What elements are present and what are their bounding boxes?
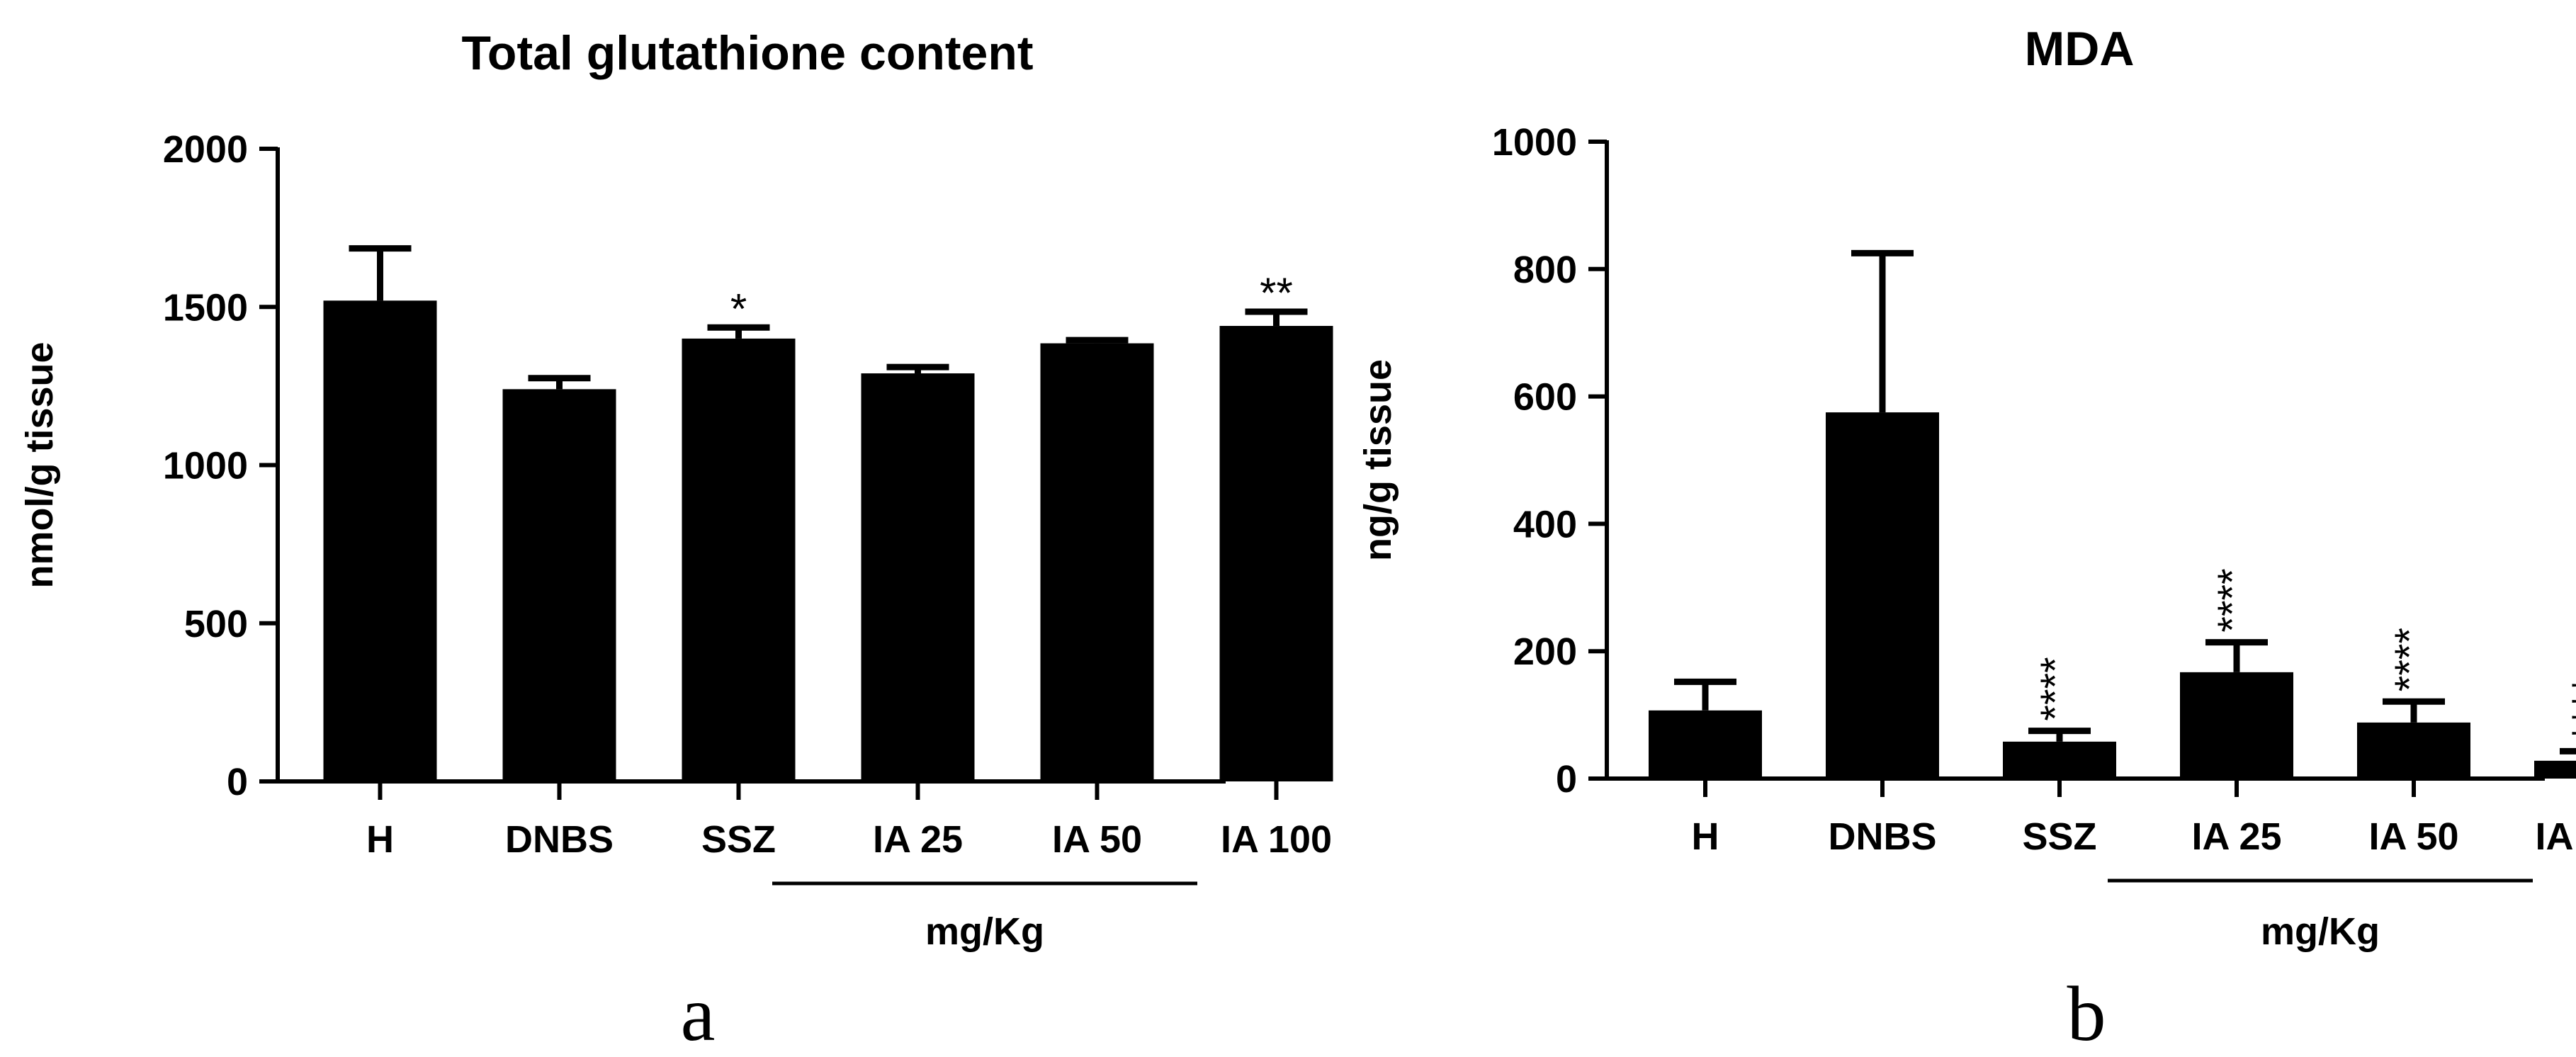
x-tick-label: IA 100 xyxy=(2535,815,2576,858)
bar xyxy=(861,373,975,781)
significance-marker: **** xyxy=(2033,657,2079,720)
y-tick-label: 0 xyxy=(227,761,248,803)
y-tick-label: 800 xyxy=(1513,249,1577,291)
x-tick-label: DNBS xyxy=(505,818,614,861)
group-label: mg/Kg xyxy=(2261,910,2380,953)
bar xyxy=(682,338,796,781)
chart-panel-b: MDA ng/g tissue 0 200 400 600 800 1000 H DNBS SSZ *… xyxy=(1357,22,2576,1057)
bar xyxy=(2003,741,2116,779)
significance-marker: **** xyxy=(2387,628,2433,691)
significance-marker: * xyxy=(730,285,747,332)
y-tick-label: 400 xyxy=(1513,503,1577,546)
bar xyxy=(502,389,616,781)
chart-title: Total glutathione content xyxy=(461,26,1033,80)
x-tick-label: DNBS xyxy=(1828,815,1936,858)
panel-label: b xyxy=(2067,971,2106,1057)
x-tick-label: H xyxy=(366,818,394,861)
x-tick-label: H xyxy=(1692,815,1719,858)
x-tick-label: IA 25 xyxy=(2191,815,2281,858)
bar xyxy=(1219,326,1333,781)
bar xyxy=(323,300,437,781)
x-tick-label: IA 100 xyxy=(1221,818,1332,861)
y-tick-label: 1500 xyxy=(163,286,248,329)
x-tick-label: IA 25 xyxy=(873,818,963,861)
x-tick-label: IA 50 xyxy=(1052,818,1142,861)
y-tick-label: 500 xyxy=(184,603,248,645)
y-tick-label: 2000 xyxy=(163,128,248,171)
bar xyxy=(1649,710,1762,779)
panel-label: a xyxy=(681,971,716,1057)
significance-marker: ** xyxy=(1260,269,1293,317)
y-tick-label: 200 xyxy=(1513,631,1577,673)
y-axis-label: ng/g tissue xyxy=(1357,359,1399,561)
y-tick-label: 600 xyxy=(1513,376,1577,419)
x-tick-label: SSZ xyxy=(2022,815,2096,858)
chart-title: MDA xyxy=(2025,22,2135,76)
bar xyxy=(1826,412,1939,779)
y-axis-label: nmol/g tissue xyxy=(18,341,61,588)
bar xyxy=(1040,343,1154,781)
x-tick-label: IA 50 xyxy=(2368,815,2458,858)
significance-marker: **** xyxy=(2564,677,2576,741)
bar xyxy=(2357,722,2470,779)
y-tick-label: 1000 xyxy=(1492,121,1577,164)
significance-marker: **** xyxy=(2210,568,2256,632)
x-tick-label: SSZ xyxy=(701,818,776,861)
y-tick-label: 1000 xyxy=(163,445,248,487)
bar xyxy=(2534,760,2576,779)
y-tick-label: 0 xyxy=(1556,758,1577,801)
group-label: mg/Kg xyxy=(925,910,1044,953)
chart-panel-a: Total glutathione content nmol/g tissue 0 5… xyxy=(18,26,1333,1057)
bar xyxy=(2180,672,2293,779)
